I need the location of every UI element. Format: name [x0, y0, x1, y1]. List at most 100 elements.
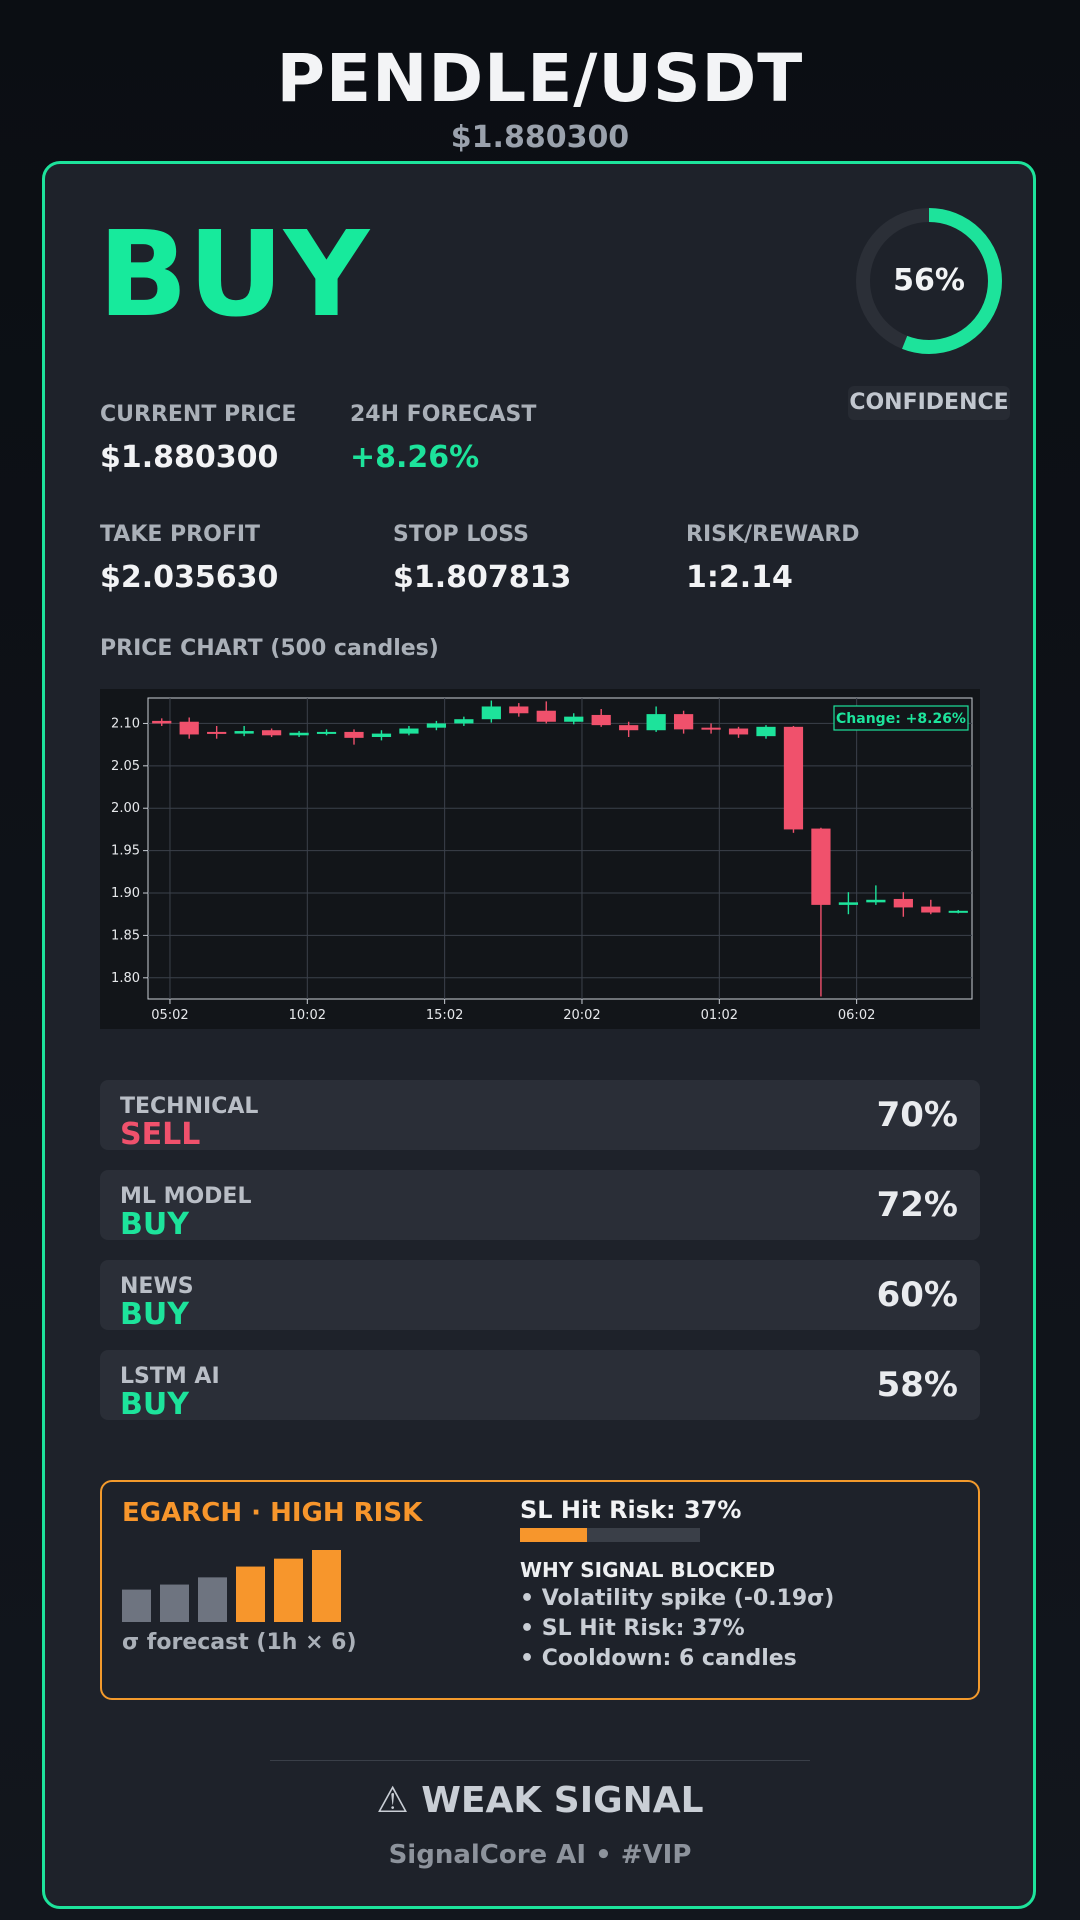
candle-body — [207, 731, 227, 734]
header-price: $1.880300 — [450, 120, 630, 155]
brand-footer: SignalCore AI • #VIP — [388, 1840, 692, 1870]
model-name: NEWS — [120, 1274, 194, 1299]
gauge-fill — [856, 208, 1002, 354]
candle-body — [646, 714, 666, 731]
model-confidence: 72% — [876, 1185, 958, 1225]
price-chart-svg: 2.10 2.05 2.00 1.95 1.90 1.85 1.80 05:02 10:02 15… — [111, 697, 973, 1023]
model-signal: BUY — [120, 1387, 189, 1422]
candle-body — [701, 727, 721, 730]
model-confidence: 60% — [876, 1275, 958, 1315]
price-chart: 2.10 2.05 2.00 1.95 1.90 1.85 1.80 05:02 10:02 15… — [100, 689, 980, 1029]
candle-body — [179, 721, 199, 735]
candle-body — [344, 731, 364, 738]
candle-body — [426, 723, 447, 728]
candle-body — [261, 730, 282, 736]
confidence-label: CONFIDENCE — [848, 386, 1010, 420]
candle-body — [619, 725, 639, 731]
x-tick-label: 05:02 — [151, 1008, 188, 1023]
risk-reward-value: 1:2.14 — [686, 560, 793, 595]
grid-lines — [148, 698, 972, 999]
model-row-technical: TECHNICAL SELL 70% — [100, 1080, 980, 1150]
sigma-caption: σ forecast (1h × 6) — [122, 1630, 357, 1655]
confidence-value: 56% — [893, 263, 965, 298]
axis-ticks: 2.10 2.05 2.00 1.95 1.90 1.85 1.80 05:02 10:02 15… — [111, 716, 875, 1023]
y-tick-label: 2.00 — [111, 801, 140, 816]
candle-body — [564, 716, 584, 722]
x-tick-label: 15:02 — [426, 1008, 463, 1023]
candle-body — [591, 714, 611, 726]
forecast-value: +8.26% — [350, 440, 480, 475]
take-profit-value: $2.035630 — [100, 560, 279, 595]
change-annotation-box — [833, 705, 969, 731]
model-signal: BUY — [120, 1297, 189, 1332]
sl-risk-bar — [520, 1528, 700, 1542]
signal-strength: ⚠ WEAK SIGNAL — [376, 1780, 704, 1821]
stop-loss-label: STOP LOSS — [393, 522, 529, 547]
candle-body — [948, 910, 968, 913]
model-confidence: 58% — [876, 1365, 958, 1405]
chart-title: PRICE CHART (500 candles) — [100, 636, 439, 661]
x-tick-label: 01:02 — [701, 1008, 738, 1023]
candle-body — [756, 726, 776, 737]
candle-body — [728, 728, 749, 735]
risk-title: EGARCH · HIGH RISK — [122, 1498, 423, 1528]
candle-body — [316, 731, 337, 734]
y-tick-label: 1.85 — [111, 928, 140, 943]
candle-body — [152, 720, 172, 724]
candle-body — [893, 898, 913, 908]
stop-loss-value: $1.807813 — [393, 560, 572, 595]
risk-reward-label: RISK/REWARD — [686, 522, 860, 547]
model-name: TECHNICAL — [120, 1094, 259, 1119]
candle-body — [234, 731, 254, 734]
candle-body — [481, 706, 501, 720]
candle-body — [536, 710, 556, 722]
x-tick-label: 20:02 — [563, 1008, 600, 1023]
current-price-label: CURRENT PRICE — [100, 402, 297, 427]
risk-panel: EGARCH · HIGH RISK σ forecast (1h × 6) S… — [100, 1480, 980, 1700]
y-tick-label: 2.10 — [111, 716, 140, 731]
blocked-reason: • Cooldown: 6 candles — [520, 1646, 797, 1671]
x-tick-label: 10:02 — [289, 1008, 326, 1023]
change-annotation: Change: +8.26% — [836, 711, 966, 727]
model-signal: BUY — [120, 1207, 189, 1242]
sl-risk-label: SL Hit Risk: 37% — [520, 1496, 742, 1524]
footer-divider — [270, 1760, 810, 1761]
model-signal: SELL — [120, 1117, 201, 1152]
candle-body — [811, 828, 831, 905]
x-tick-label: 06:02 — [838, 1008, 875, 1023]
candle-body — [673, 714, 694, 730]
sigma-bar — [198, 1577, 227, 1622]
candle-body — [921, 906, 941, 913]
blocked-reason: • SL Hit Risk: 37% — [520, 1616, 745, 1641]
sigma-bar — [274, 1558, 303, 1622]
forecast-label: 24H FORECAST — [350, 402, 537, 427]
candle-body — [838, 902, 859, 905]
candle-body — [289, 732, 309, 736]
sigma-bar — [312, 1550, 341, 1622]
pair-title: PENDLE/USDT — [276, 40, 804, 117]
y-tick-label: 2.05 — [111, 759, 140, 774]
sl-risk-fill — [520, 1528, 587, 1542]
confidence-gauge — [856, 208, 1002, 354]
candle-body — [509, 706, 529, 714]
signal-label: BUY — [98, 205, 370, 343]
sigma-bar — [236, 1566, 265, 1622]
sigma-bar — [122, 1589, 151, 1622]
model-name: ML MODEL — [120, 1184, 252, 1209]
sigma-forecast-bars — [122, 1550, 341, 1622]
candle-body — [371, 733, 392, 738]
model-row-news: NEWS BUY 60% — [100, 1260, 980, 1330]
sigma-bar — [160, 1584, 189, 1622]
candle-body — [866, 899, 886, 903]
plot-frame — [147, 697, 973, 1000]
why-blocked-title: WHY SIGNAL BLOCKED — [520, 1558, 776, 1582]
model-confidence: 70% — [876, 1095, 958, 1135]
take-profit-label: TAKE PROFIT — [100, 522, 261, 547]
y-tick-label: 1.80 — [111, 971, 140, 986]
y-tick-label: 1.90 — [111, 886, 140, 901]
model-row-lstm: LSTM AI BUY 58% — [100, 1350, 980, 1420]
candles — [152, 700, 968, 997]
model-row-ml: ML MODEL BUY 72% — [100, 1170, 980, 1240]
candle-body — [783, 726, 804, 830]
candle-body — [454, 719, 474, 724]
